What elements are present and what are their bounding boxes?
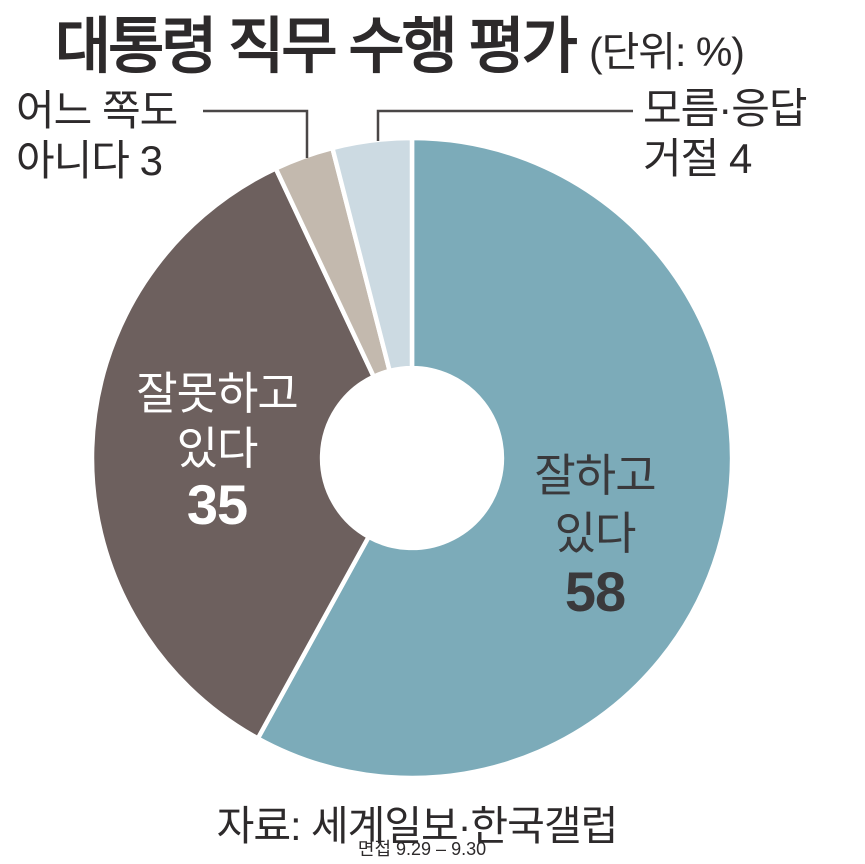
pie-slice-2 <box>89 165 377 742</box>
unit-note: (단위: %) <box>588 29 745 75</box>
pie-slice-4 <box>329 135 415 374</box>
leader-line-dontknow <box>376 109 633 141</box>
slice-label-bad-line1: 잘못하고 <box>136 368 299 419</box>
title-row: 대통령 직무 수행 평가 (단위: %) <box>55 8 745 84</box>
leader-line-neither <box>203 109 309 158</box>
callout-dontknow-line1: 모름·응답 <box>643 85 808 132</box>
slice-label-good-line1: 잘하고 <box>534 450 656 501</box>
slice-label-good-line2: 있다 <box>554 508 637 559</box>
slice-label-bad-line2: 있다 <box>176 423 259 474</box>
callout-neither: 어느 쪽도 아니다 3 <box>16 86 178 186</box>
page-title: 대통령 직무 수행 평가 <box>55 12 578 80</box>
callout-dontknow-line2: 거절 4 <box>643 135 752 182</box>
pie-slices <box>89 135 735 781</box>
slice-label-bad-value: 35 <box>186 473 248 536</box>
slice-label-bad: 잘못하고 있다 35 <box>136 366 299 536</box>
survey-period: 면접 9.29 – 9.30 <box>357 839 487 859</box>
callout-dontknow: 모름·응답 거절 4 <box>643 84 808 184</box>
source-credit: 자료: 세계일보·한국갤럽 <box>216 803 619 849</box>
slice-label-good-value: 58 <box>564 560 626 623</box>
callout-neither-line1: 어느 쪽도 <box>16 87 178 134</box>
pie-slice-1 <box>254 135 735 781</box>
callout-neither-line2: 아니다 3 <box>16 137 163 184</box>
slice-label-good: 잘하고 있다 58 <box>534 447 656 623</box>
